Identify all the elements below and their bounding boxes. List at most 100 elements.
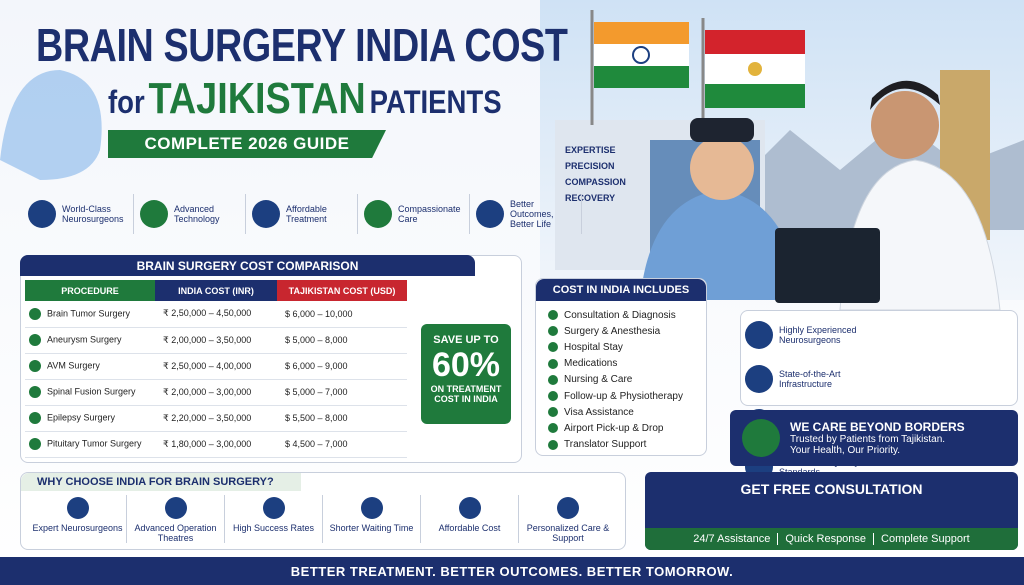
cell-text: ₹ 2,00,000 – 3,00,000 — [163, 386, 252, 397]
include-item: Follow-up & Physiotherapy — [548, 388, 694, 404]
why-icon — [66, 497, 89, 519]
building-sign: RECOVERY — [565, 193, 616, 203]
include-item: Surgery & Anesthesia — [548, 323, 694, 339]
india-flag — [594, 44, 689, 66]
savings-badge: SAVE UP TO 60% ON TREATMENT COST IN INDI… — [421, 324, 511, 424]
table-cell: Epilepsy Surgery — [25, 405, 155, 432]
check-icon — [548, 391, 558, 402]
separator — [777, 533, 779, 545]
feature-icon — [476, 200, 504, 228]
table-row: AVM Surgery ₹ 2,50,000 – 4,00,000 $ 6,000 … — [25, 353, 407, 380]
cost-table: PROCEDURE INDIA COST (INR) TAJIKISTAN COST… — [25, 280, 407, 458]
why-item: Advanced Operation Theatres — [127, 495, 225, 543]
includes-box: COST IN INDIA INCLUDES Consultation & Di… — [535, 278, 707, 456]
cost-title: BRAIN SURGERY COST COMPARISON — [20, 255, 475, 276]
check-icon — [548, 310, 558, 321]
consultation-item: 24/7 Assistance — [693, 533, 771, 545]
feature-text: Better Outcomes, Better Life — [510, 199, 554, 229]
why-text: Personalized Care & Support — [526, 523, 610, 543]
check-icon — [548, 423, 558, 434]
care-box: WE CARE BEYOND BORDERS Trusted by Patien… — [730, 410, 1018, 466]
table-cell: ₹ 2,50,000 – 4,50,000 — [155, 301, 277, 328]
consultation-item: Quick Response — [785, 533, 867, 545]
highlights-box: Highly Experienced Neurosurgeons State-of… — [740, 310, 1018, 481]
check-icon — [548, 358, 558, 369]
india-flag — [594, 66, 689, 88]
patient-cap — [690, 118, 754, 142]
include-item: Hospital Stay — [548, 339, 694, 355]
why-box: WHY CHOOSE INDIA FOR BRAIN SURGERY? Expe… — [20, 472, 626, 550]
check-icon — [548, 326, 558, 337]
cell-text: $ 6,000 – 9,000 — [285, 361, 348, 371]
table-cell: $ 6,000 – 9,000 — [277, 353, 407, 380]
highlight-text: Highly Experienced Neurosurgeons — [779, 325, 857, 345]
feature-icon — [28, 200, 56, 228]
patient — [640, 190, 800, 300]
cell-text: Epilepsy Surgery — [47, 412, 116, 423]
feature-icon — [140, 200, 168, 228]
table-cell: Aneurysm Surgery — [25, 327, 155, 354]
feature-icon — [364, 200, 392, 228]
highlight-icon — [745, 365, 773, 393]
row-icon — [29, 412, 41, 424]
feature-text: World-Class Neurosurgeons — [62, 204, 124, 224]
why-text: Advanced Operation Theatres — [134, 523, 217, 543]
brain-graphic — [0, 70, 102, 180]
include-item: Visa Assistance — [548, 404, 694, 420]
why-text: Affordable Cost — [438, 523, 501, 533]
cell-text: ₹ 1,80,000 – 3,00,000 — [163, 438, 252, 449]
cell-text: $ 4,500 – 7,000 — [285, 439, 348, 449]
why-item: Personalized Care & Support — [519, 495, 617, 543]
table-header-row: PROCEDURE INDIA COST (INR) TAJIKISTAN COST… — [25, 280, 407, 301]
why-icon — [458, 497, 481, 519]
table-cell: $ 5,500 – 8,000 — [277, 405, 407, 432]
table-cell: AVM Surgery — [25, 353, 155, 380]
separator — [873, 533, 875, 545]
tajik-flag — [705, 30, 805, 54]
care-line: Your Health, Our Priority. — [790, 445, 901, 456]
feature: World-Class Neurosurgeons — [22, 194, 134, 234]
cell-text: AVM Surgery — [47, 360, 100, 371]
table-row: Epilepsy Surgery ₹ 2,20,000 – 3,50,000 $ 5… — [25, 405, 407, 432]
savings-top: SAVE UP TO — [433, 334, 499, 346]
includes-list: Consultation & Diagnosis Surgery & Anesth… — [536, 301, 706, 459]
why-item: Affordable Cost — [421, 495, 519, 543]
table-header: TAJIKISTAN COST (USD) — [277, 280, 407, 301]
table-cell: $ 6,000 – 10,000 — [277, 301, 407, 328]
why-list: Expert Neurosurgeons Advanced Operation T… — [29, 495, 617, 543]
building-sign: PRECISION — [565, 161, 615, 171]
table-cell: ₹ 2,00,000 – 3,00,000 — [155, 379, 277, 406]
subtitle: for TAJIKISTAN PATIENTS — [108, 74, 502, 124]
footer: BETTER TREATMENT. BETTER OUTCOMES. BETTE… — [290, 563, 734, 579]
row-icon — [29, 334, 41, 346]
feature: Better Outcomes, Better Life — [470, 194, 582, 234]
table-cell: Spinal Fusion Surgery — [25, 379, 155, 406]
include-item: Nursing & Care — [548, 372, 694, 388]
feature-text: Compassionate Care — [398, 204, 461, 224]
cell-text: ₹ 2,00,000 – 3,50,000 — [163, 334, 252, 345]
subtitle-prefix: for — [108, 84, 145, 120]
feature-text: Advanced Technology — [174, 204, 220, 224]
include-text: Translator Support — [564, 439, 647, 451]
scan-images — [775, 228, 880, 303]
savings-bottom: ON TREATMENT COST IN INDIA — [430, 384, 502, 404]
row-icon — [29, 360, 41, 372]
consultation-strip: 24/7 Assistance Quick Response Complete Su… — [645, 528, 1018, 550]
row-icon — [29, 438, 41, 450]
check-icon — [548, 374, 558, 385]
check-icon — [548, 407, 558, 418]
why-item: Shorter Waiting Time — [323, 495, 421, 543]
cell-text: $ 5,000 – 7,000 — [285, 387, 348, 397]
include-item: Consultation & Diagnosis — [548, 307, 694, 323]
tajik-flag — [705, 84, 805, 108]
include-text: Visa Assistance — [564, 406, 634, 418]
includes-title: COST IN INDIA INCLUDES — [536, 279, 706, 301]
care-icon — [742, 419, 780, 457]
doctor-hair — [870, 80, 940, 110]
consultation-box: GET FREE CONSULTATION 24/7 Assistance Qui… — [645, 472, 1018, 550]
table-cell: $ 5,000 – 8,000 — [277, 327, 407, 354]
table-cell: $ 5,000 – 7,000 — [277, 379, 407, 406]
guide-badge: COMPLETE 2026 GUIDE — [108, 130, 386, 158]
